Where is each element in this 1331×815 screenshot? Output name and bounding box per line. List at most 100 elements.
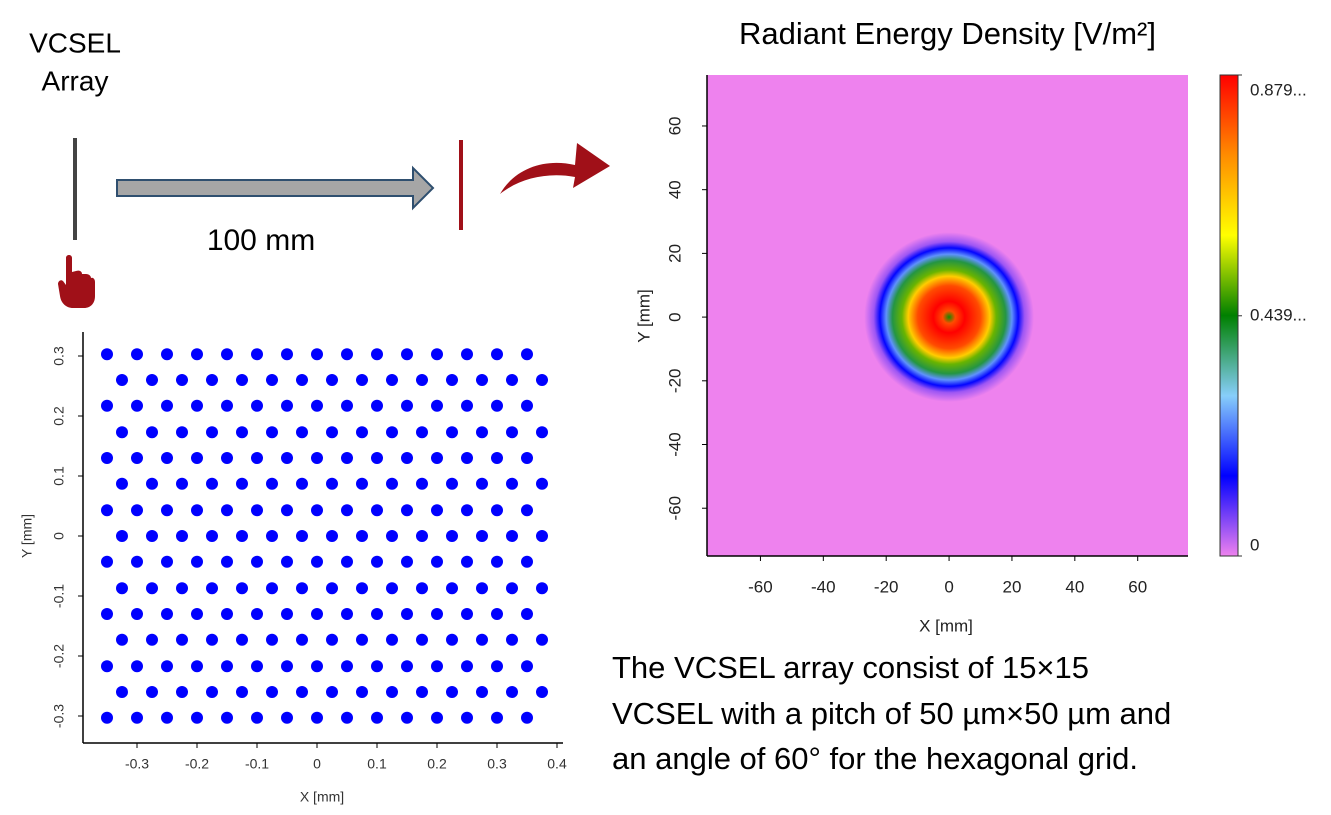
- chart-title: Radiant Energy Density [V/m²]: [739, 16, 1156, 51]
- emitter-dot: [101, 711, 113, 724]
- emitter-dot: [401, 452, 413, 464]
- x-axis-label: X [mm]: [300, 789, 344, 805]
- emitter-dot: [401, 660, 413, 673]
- emitter-dot: [296, 686, 308, 698]
- emitter-dot: [146, 530, 158, 542]
- emitter-dot: [536, 633, 548, 646]
- hand-icon: [58, 255, 95, 308]
- emitter-dot: [506, 477, 518, 490]
- emitter-dot: [146, 686, 158, 698]
- emitter-dot: [221, 348, 233, 361]
- emitter-dot: [176, 477, 188, 490]
- emitter-dot: [401, 711, 413, 724]
- emitter-dot: [371, 660, 383, 673]
- emitter-dot: [431, 608, 443, 620]
- emitter-dot: [401, 555, 413, 568]
- propagation-arrow: [116, 165, 435, 211]
- emitter-dot: [161, 504, 173, 517]
- emitter-dot: [281, 711, 293, 724]
- emitter-dot: [341, 711, 353, 724]
- emitter-dot: [251, 348, 263, 361]
- colorbar-label: 0.439...: [1250, 305, 1307, 324]
- emitter-dot: [446, 582, 458, 595]
- emitter-dot: [296, 582, 308, 595]
- emitter-dot: [461, 660, 473, 673]
- colorbar-label: 0: [1250, 535, 1259, 554]
- emitter-dot: [161, 399, 173, 412]
- emitter-dot: [446, 477, 458, 490]
- emitter-dot: [491, 348, 503, 361]
- emitter-dot: [491, 399, 503, 412]
- emitter-dot: [461, 711, 473, 724]
- source-label: VCSEL: [29, 27, 121, 58]
- emitter-dot: [101, 399, 113, 412]
- emitter-dot: [341, 399, 353, 412]
- emitter-dot: [221, 399, 233, 412]
- x-tick-label: -60: [748, 577, 773, 596]
- emitter-dot: [311, 608, 323, 620]
- y-tick-label: -0.3: [51, 704, 67, 728]
- emitter-dot: [416, 686, 428, 698]
- y-tick-label: -0.2: [51, 644, 67, 668]
- emitter-dot: [116, 686, 128, 698]
- emitter-dot: [146, 426, 158, 439]
- x-tick-label: 0: [313, 756, 321, 772]
- emitter-dot: [476, 582, 488, 595]
- emitter-dot: [371, 452, 383, 464]
- emitter-dot: [326, 582, 338, 595]
- emitter-dot: [401, 608, 413, 620]
- emitter-dot: [386, 686, 398, 698]
- emitter-dot: [266, 633, 278, 646]
- y-tick-label: 20: [665, 244, 684, 263]
- emitter-dot: [476, 477, 488, 490]
- emitter-dot: [116, 530, 128, 542]
- emitter-dot: [146, 477, 158, 490]
- emitter-dot: [206, 374, 218, 386]
- distance-label: 100 mm: [207, 224, 315, 257]
- emitter-dot: [101, 504, 113, 517]
- emitter-dot: [356, 686, 368, 698]
- emitter-dot: [206, 530, 218, 542]
- emitter-dot: [386, 426, 398, 439]
- emitter-dot: [131, 504, 143, 517]
- emitter-dot: [431, 452, 443, 464]
- emitter-dot: [521, 452, 533, 464]
- y-tick-label: -40: [665, 432, 684, 457]
- emitter-dot: [491, 452, 503, 464]
- emitter-dot: [446, 530, 458, 542]
- x-tick-label: -20: [874, 577, 899, 596]
- emitter-dot: [491, 711, 503, 724]
- emitter-dot: [326, 633, 338, 646]
- emitter-dot: [251, 555, 263, 568]
- emitter-dot: [161, 711, 173, 724]
- emitter-dot: [476, 633, 488, 646]
- emitter-dot: [236, 686, 248, 698]
- emitter-dot: [296, 374, 308, 386]
- emitter-dot: [236, 633, 248, 646]
- emitter-dot: [116, 582, 128, 595]
- emitter-dot: [221, 660, 233, 673]
- emitter-dot: [461, 555, 473, 568]
- x-tick-label: -40: [811, 577, 836, 596]
- emitter-dot: [251, 504, 263, 517]
- emitter-dot: [266, 530, 278, 542]
- emitter-dot: [221, 555, 233, 568]
- emitter-dot: [371, 555, 383, 568]
- emitter-dot: [161, 452, 173, 464]
- emitter-dot: [341, 555, 353, 568]
- y-tick-label: 40: [665, 180, 684, 199]
- emitter-dot: [296, 477, 308, 490]
- x-tick-label: -0.1: [245, 756, 269, 772]
- emitter-dot: [191, 608, 203, 620]
- emitter-dot: [506, 686, 518, 698]
- emitter-dot: [251, 711, 263, 724]
- emitter-dot: [521, 399, 533, 412]
- emitter-dot: [251, 452, 263, 464]
- x-axis-label: X [mm]: [919, 616, 973, 635]
- emitter-dot: [461, 452, 473, 464]
- emitter-dot: [401, 504, 413, 517]
- emitter-dot: [311, 452, 323, 464]
- emitter-dot: [131, 399, 143, 412]
- emitter-dot: [266, 426, 278, 439]
- description: an angle of 60° for the hexagonal grid.: [612, 741, 1138, 776]
